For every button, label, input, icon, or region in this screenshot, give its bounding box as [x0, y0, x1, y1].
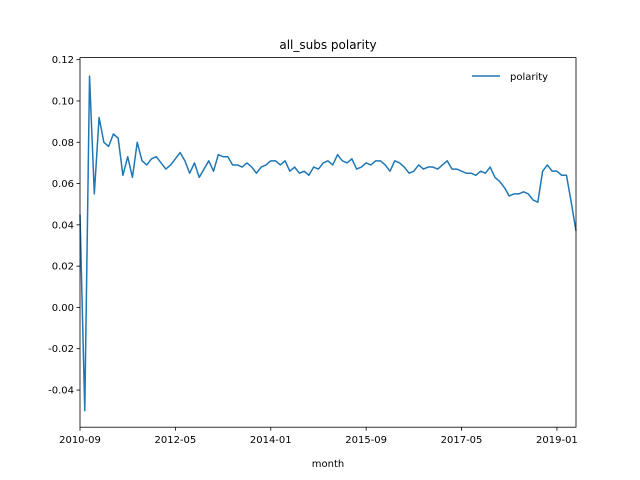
x-tick-label: 2015-09 [345, 435, 387, 446]
x-axis-label: month [312, 459, 344, 470]
x-tick-label: 2017-05 [441, 435, 483, 446]
x-tick-label: 2012-05 [154, 435, 196, 446]
y-tick-label: 0.08 [52, 138, 74, 149]
y-tick-label: 0.04 [52, 220, 74, 231]
y-tick-label: 0.10 [52, 96, 74, 107]
y-tick-label: -0.02 [48, 344, 74, 355]
x-tick-label: 2014-01 [250, 435, 292, 446]
chart-title: all_subs polarity [279, 38, 376, 52]
y-tick-label: 0.02 [52, 262, 74, 273]
legend-label: polarity [510, 72, 548, 83]
x-tick-label: 2019-01 [536, 435, 578, 446]
y-tick-label: 0.00 [52, 303, 74, 314]
axes-frame [79, 57, 577, 428]
y-tick-label: 0.12 [52, 55, 74, 66]
series-line [79, 75, 577, 412]
x-tick-label: 2010-09 [59, 435, 101, 446]
y-tick-label: -0.04 [48, 386, 74, 397]
y-tick-label: 0.06 [52, 179, 74, 190]
